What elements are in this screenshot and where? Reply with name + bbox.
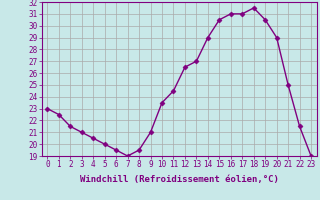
X-axis label: Windchill (Refroidissement éolien,°C): Windchill (Refroidissement éolien,°C) xyxy=(80,175,279,184)
